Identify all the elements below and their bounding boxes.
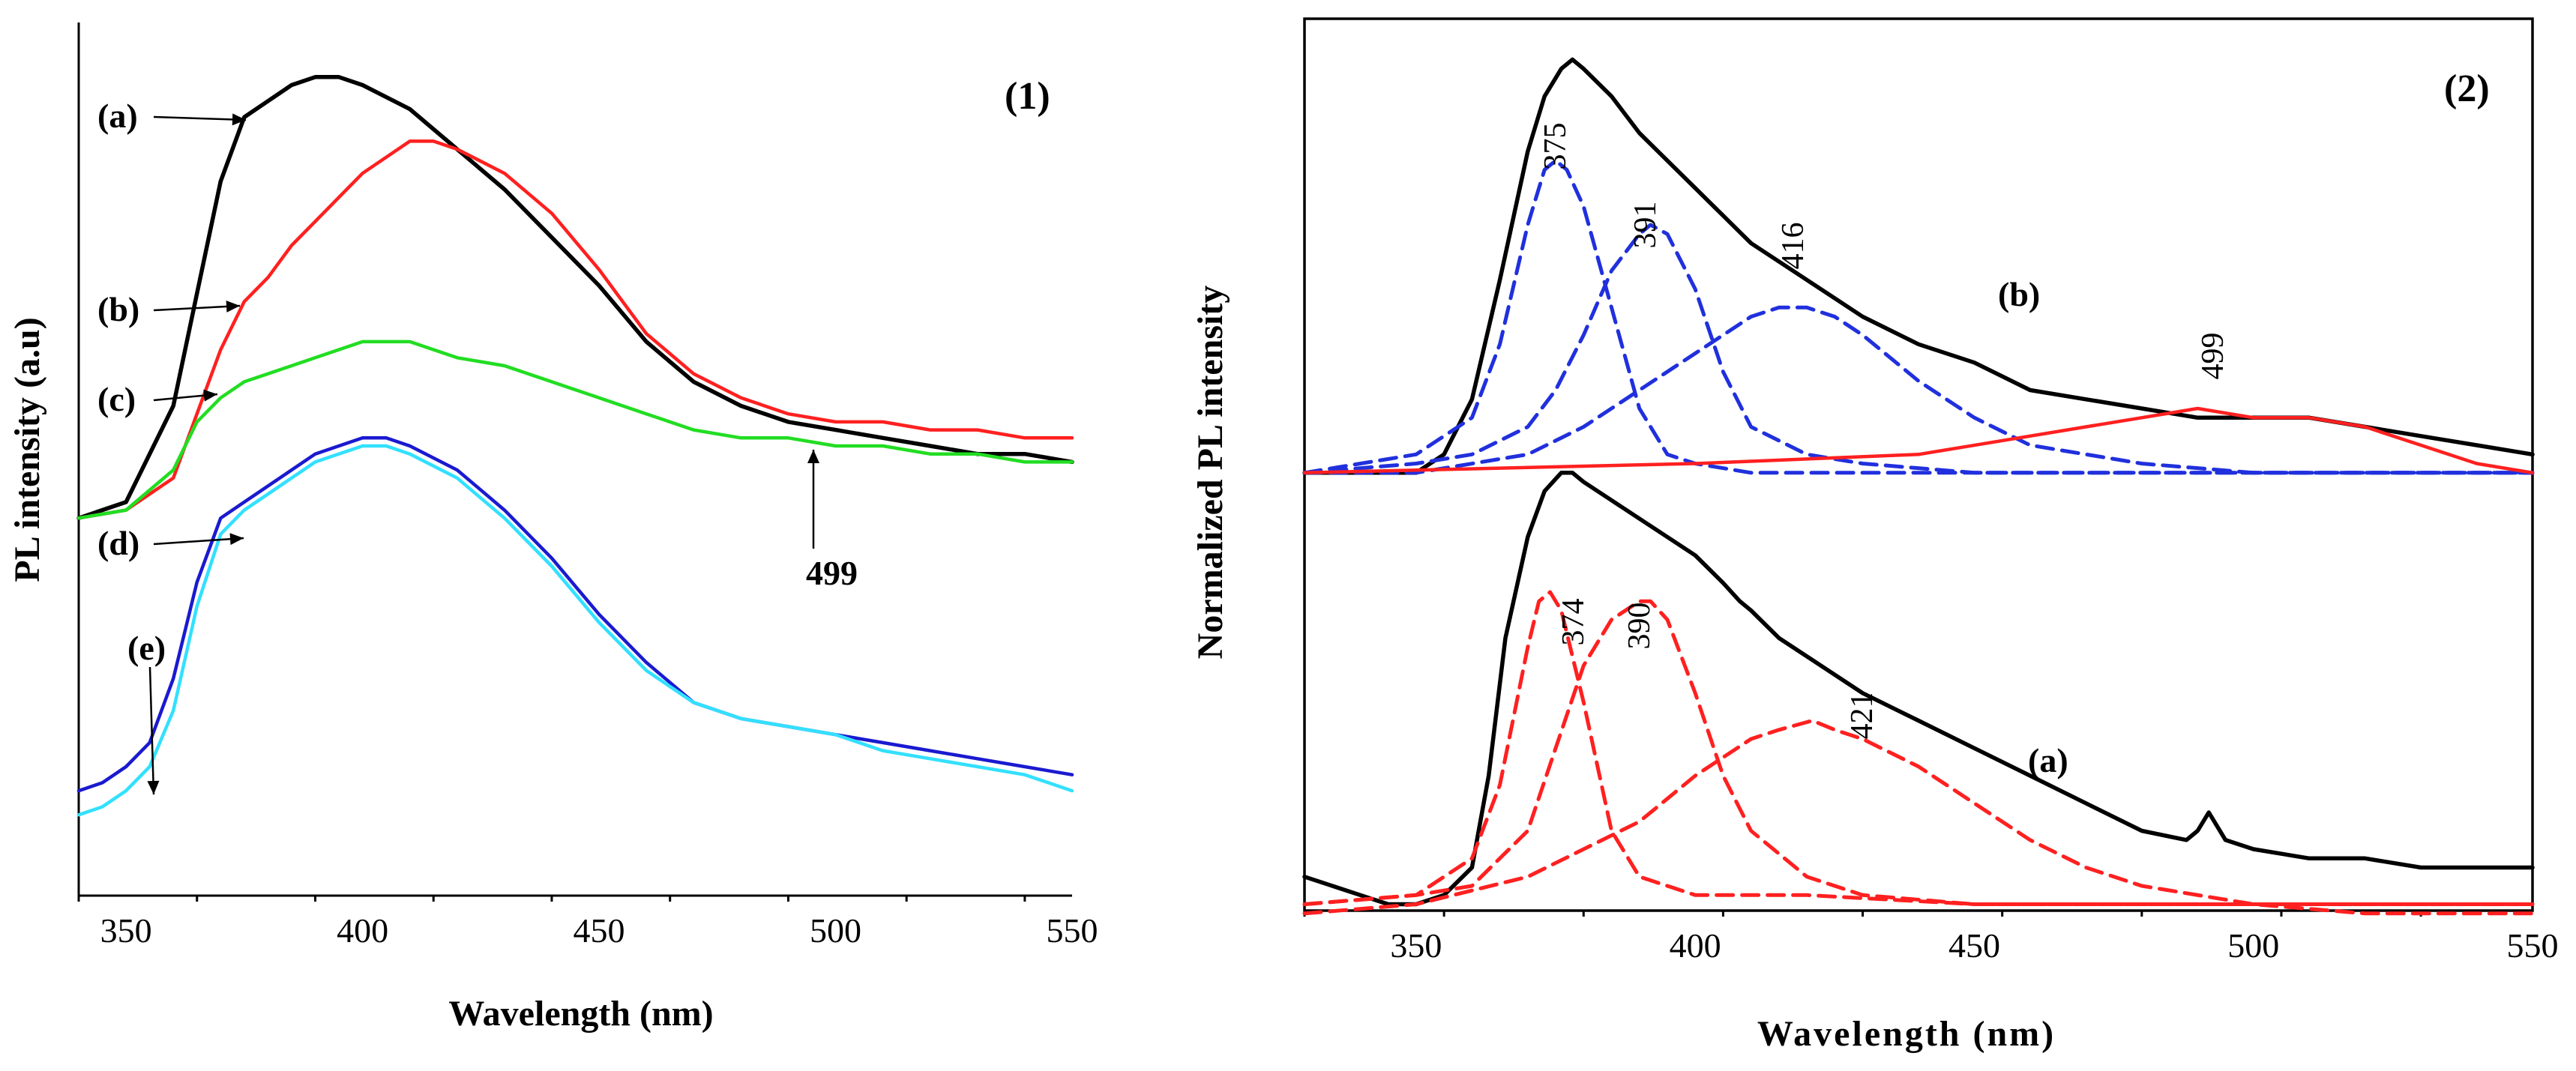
curve-label: (b) [1998,275,2040,313]
peak-label: 499 [2196,333,2230,380]
panel-2-y-axis-title: Normalized PL intensity [1191,286,1230,660]
annotation-arrow [153,537,244,546]
series-line-1-3 [76,436,1074,793]
x-tick-label: 350 [1390,926,1442,965]
series-line-2-6 [1302,590,2535,906]
series-line-2-1 [1302,158,2535,475]
annotation-arrowhead [807,450,819,463]
peak-label: 391 [1628,202,1663,249]
series-line-1-2 [76,340,1074,520]
series-line-2-7 [1302,599,2535,906]
panel-1-y-axis-title: PL intensity (a.u) [7,317,47,582]
panel-2: (2) Wavelength (nm) Normalized PL intens… [1191,17,2559,1054]
series-line-2-8 [1302,719,2535,916]
x-tick-label: 550 [2507,926,2559,965]
series-line-2-4 [1302,406,2535,475]
plot-frame-2 [1303,17,2534,912]
annotation-label: (e) [127,629,166,667]
annotation-arrowhead [232,113,246,126]
x-tick-label: 400 [337,911,388,950]
series-line-1-0 [76,75,1074,521]
panel-1: (1) Wavelength (nm) PL intensity (a.u) 3… [7,22,1098,1034]
series-line-2-2 [1302,223,2535,475]
peak-label: 375 [1538,123,1573,170]
peak-label: 390 [1622,603,1657,650]
annotation-label: (a) [97,97,138,135]
x-tick-label: 450 [1948,926,2000,965]
series-line-2-0 [1302,57,2535,475]
peak-label: 416 [1776,223,1811,270]
annotation-label: 499 [806,554,858,592]
series-line-2-3 [1302,305,2535,475]
curve-label: (a) [2028,741,2068,779]
panel-1-label: (1) [1005,75,1050,118]
peak-label: 374 [1556,599,1591,646]
x-tick-label: 500 [810,911,861,950]
annotation-arrow [153,304,241,312]
panel-2-x-axis-title: Wavelength (nm) [1757,1014,2056,1054]
x-tick-label: 550 [1047,911,1098,950]
series-line-1-1 [76,139,1074,520]
series-line-2-5 [1302,471,2535,907]
annotation-arrowhead [229,533,244,546]
x-tick-label: 450 [574,911,625,950]
panel-1-x-axis-title: Wavelength (nm) [448,994,713,1034]
annotation-arrowhead [203,389,217,402]
annotation-arrow [148,666,155,795]
x-tick-label: 400 [1670,926,1721,965]
x-tick-label: 500 [2227,926,2279,965]
annotation-arrow [153,115,247,121]
panel-2-label: (2) [2444,67,2490,110]
annotation-label: (b) [97,290,139,328]
peak-label: 421 [1845,693,1880,740]
annotation-arrowhead [226,300,240,313]
annotation-label: (c) [97,380,136,418]
series-line-1-4 [76,444,1074,817]
annotation-label: (d) [97,524,139,562]
annotation-arrowhead [147,780,160,794]
x-tick-label: 350 [100,911,152,950]
